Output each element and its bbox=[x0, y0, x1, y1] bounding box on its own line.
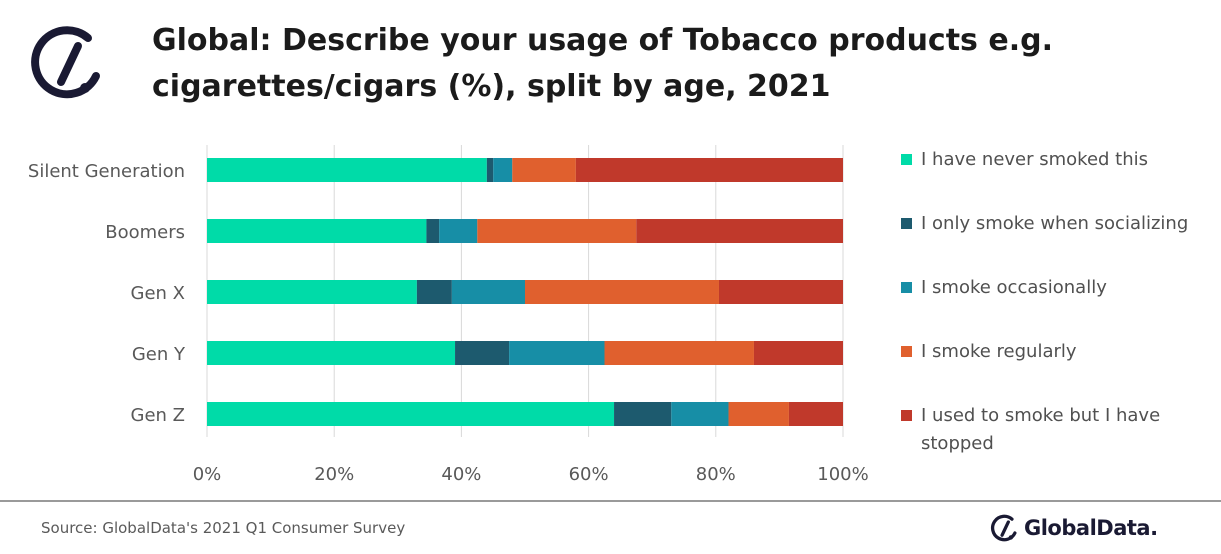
x-tick-label-2: 40% bbox=[441, 464, 481, 485]
x-tick-label-3: 60% bbox=[569, 464, 609, 485]
bars bbox=[207, 158, 843, 426]
bar-stopped-0 bbox=[575, 158, 843, 182]
category-label-0: Silent Generation bbox=[28, 161, 185, 182]
legend-label-socializing: I only smoke when socializing bbox=[921, 213, 1189, 234]
bar-regularly-3 bbox=[604, 341, 754, 365]
chart-title: Global: Describe your usage of Tobacco p… bbox=[152, 18, 1192, 110]
bar-never-1 bbox=[207, 219, 427, 243]
bar-socializing-1 bbox=[426, 219, 440, 243]
x-tick-label-4: 80% bbox=[696, 464, 736, 485]
x-tick-labels: 0% 20% 40% 60% 80% 100% bbox=[193, 464, 869, 485]
bar-stopped-1 bbox=[636, 219, 843, 243]
category-labels: Silent Generation Boomers Gen X Gen Y Gen Z bbox=[28, 161, 186, 426]
bar-stopped-4 bbox=[788, 402, 843, 426]
brand-logo: GlobalData. bbox=[990, 512, 1190, 546]
bar-regularly-4 bbox=[728, 402, 789, 426]
bar-socializing-4 bbox=[614, 402, 672, 426]
bar-never-2 bbox=[207, 280, 417, 304]
globaldata-logo-icon bbox=[31, 26, 100, 99]
bar-occasionally-1 bbox=[439, 219, 478, 243]
x-tick-label-0: 0% bbox=[193, 464, 222, 485]
bar-stopped-3 bbox=[753, 341, 843, 365]
legend-swatch-never bbox=[901, 154, 912, 165]
legend-swatch-occasionally bbox=[901, 282, 912, 293]
bar-socializing-2 bbox=[416, 280, 452, 304]
bar-occasionally-3 bbox=[509, 341, 605, 365]
bar-occasionally-4 bbox=[671, 402, 729, 426]
bar-occasionally-0 bbox=[493, 158, 513, 182]
bar-never-4 bbox=[207, 402, 615, 426]
legend-swatch-stopped bbox=[901, 410, 912, 421]
x-tick-label-5: 100% bbox=[817, 464, 868, 485]
category-label-1: Boomers bbox=[105, 222, 185, 243]
bar-never-3 bbox=[207, 341, 456, 365]
category-label-4: Gen Z bbox=[131, 405, 185, 426]
bar-socializing-3 bbox=[455, 341, 510, 365]
x-tick-label-1: 20% bbox=[314, 464, 354, 485]
legend-label-regularly: I smoke regularly bbox=[921, 341, 1077, 362]
bar-never-0 bbox=[207, 158, 487, 182]
bar-regularly-1 bbox=[477, 219, 637, 243]
globaldata-brand-icon bbox=[991, 514, 1017, 542]
legend-swatch-regularly bbox=[901, 346, 912, 357]
source-note: Source: GlobalData's 2021 Q1 Consumer Su… bbox=[41, 519, 406, 537]
bar-regularly-0 bbox=[512, 158, 576, 182]
bar-socializing-0 bbox=[486, 158, 494, 182]
bar-occasionally-2 bbox=[451, 280, 525, 304]
legend-label-stopped: I used to smoke but I have stopped bbox=[921, 405, 1161, 454]
bar-stopped-2 bbox=[718, 280, 843, 304]
category-label-3: Gen Y bbox=[132, 344, 186, 365]
legend-swatch-socializing bbox=[901, 218, 912, 229]
legend-label-occasionally: I smoke occasionally bbox=[921, 277, 1107, 298]
legend-label-never: I have never smoked this bbox=[921, 149, 1149, 170]
brand-name: GlobalData. bbox=[1024, 516, 1158, 540]
chart-title-line1: Global: Describe your usage of Tobacco p… bbox=[152, 23, 1053, 58]
category-label-2: Gen X bbox=[131, 283, 185, 304]
footer-divider bbox=[0, 500, 1221, 502]
chart-title-line2: cigarettes/cigars (%), split by age, 202… bbox=[152, 69, 831, 104]
bar-regularly-2 bbox=[525, 280, 719, 304]
